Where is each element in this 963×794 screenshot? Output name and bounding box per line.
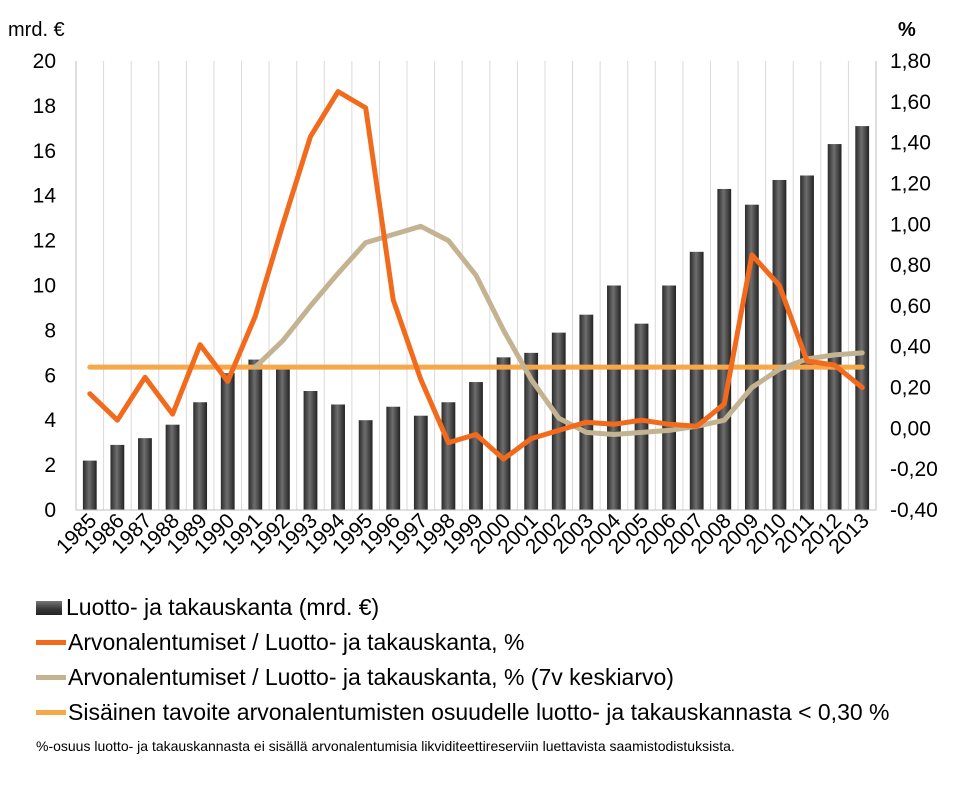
right-tick-label: 0,20 bbox=[890, 377, 931, 400]
legend-label-target: Sisäinen tavoite arvonalentumisten osuud… bbox=[68, 699, 890, 725]
line-series bbox=[87, 89, 865, 462]
right-axis-unit: % bbox=[898, 19, 916, 41]
bar-1989 bbox=[193, 402, 208, 510]
legend-item-target: Sisäinen tavoite arvonalentumisten osuud… bbox=[36, 695, 956, 730]
axes bbox=[75, 61, 877, 511]
left-tick-label: 14 bbox=[33, 185, 57, 208]
left-tick-label: 18 bbox=[33, 95, 56, 118]
footnote: %-osuus luotto- ja takauskannasta ei sis… bbox=[36, 738, 735, 754]
bar-2001 bbox=[524, 352, 539, 510]
bar-1985 bbox=[82, 460, 97, 510]
bar-2012 bbox=[827, 144, 842, 510]
bar-1997 bbox=[413, 415, 428, 510]
right-axis-ticks: -0,40 -0,20 0,00 0,20 0,40 0,60 0,80 1,00 1,20 1,… bbox=[890, 50, 938, 522]
right-tick-label: 0,00 bbox=[890, 417, 931, 440]
right-tick-label: 1,20 bbox=[890, 172, 931, 195]
left-tick-label: 10 bbox=[33, 275, 56, 298]
right-tick-label: 1,80 bbox=[890, 50, 931, 73]
bar-1994 bbox=[331, 404, 345, 510]
left-tick-label: 6 bbox=[44, 364, 56, 387]
left-axis-ticks: 0 2 4 6 8 10 12 14 16 18 20 bbox=[33, 50, 57, 522]
bar-series bbox=[82, 126, 870, 511]
legend-item-bars: Luotto- ja takauskanta (mrd. €) bbox=[36, 590, 956, 625]
bar-2006 bbox=[662, 285, 676, 510]
bar-2008 bbox=[717, 188, 732, 510]
left-tick-label: 12 bbox=[33, 230, 56, 253]
bar-1996 bbox=[386, 406, 401, 510]
legend-swatch-target bbox=[36, 710, 66, 715]
bar-2000 bbox=[496, 357, 511, 510]
legend-swatch-ratio bbox=[36, 640, 66, 645]
legend-swatch-average bbox=[36, 675, 66, 680]
bar-1998 bbox=[441, 402, 456, 510]
right-tick-label: -0,20 bbox=[890, 458, 938, 481]
line-ratio bbox=[87, 89, 865, 462]
left-axis-unit: mrd. € bbox=[8, 19, 65, 41]
left-tick-label: 16 bbox=[33, 140, 56, 163]
right-tick-label: 0,40 bbox=[890, 336, 931, 359]
bar-2010 bbox=[772, 179, 787, 511]
right-tick-label: -0,40 bbox=[890, 499, 938, 522]
legend-label-bars: Luotto- ja takauskanta (mrd. €) bbox=[66, 594, 380, 620]
bar-2004 bbox=[607, 285, 621, 510]
right-tick-label: 1,40 bbox=[890, 132, 931, 155]
legend-item-average: Arvonalentumiset / Luotto- ja takauskant… bbox=[36, 660, 956, 695]
right-tick-label: 0,80 bbox=[890, 254, 931, 277]
bar-1991 bbox=[248, 359, 263, 510]
right-tick-label: 1,60 bbox=[890, 91, 931, 114]
bar-1999 bbox=[469, 382, 483, 510]
line-seven-year-average bbox=[252, 223, 865, 437]
left-tick-label: 2 bbox=[44, 454, 56, 477]
x-axis-ticks: 1985198619871988198919901991199219931994… bbox=[52, 509, 874, 559]
legend-item-ratio: Arvonalentumiset / Luotto- ja takauskant… bbox=[36, 625, 956, 660]
left-tick-label: 8 bbox=[44, 319, 56, 342]
bar-1992 bbox=[276, 368, 290, 510]
bar-1988 bbox=[165, 424, 180, 510]
right-tick-label: 0,60 bbox=[890, 295, 931, 318]
gridlines bbox=[103, 61, 849, 510]
left-tick-label: 20 bbox=[33, 50, 56, 73]
left-tick-label: 0 bbox=[44, 499, 56, 522]
bar-1987 bbox=[138, 438, 152, 510]
bar-2005 bbox=[634, 323, 649, 510]
legend-label-average: Arvonalentumiset / Luotto- ja takauskant… bbox=[68, 664, 674, 690]
bar-1990 bbox=[220, 373, 235, 510]
right-tick-label: 1,00 bbox=[890, 213, 931, 236]
legend-swatch-bars bbox=[36, 600, 62, 615]
legend: Luotto- ja takauskanta (mrd. €) Arvonale… bbox=[36, 590, 956, 730]
left-tick-label: 4 bbox=[44, 409, 56, 432]
bar-2002 bbox=[551, 332, 566, 510]
legend-label-ratio: Arvonalentumiset / Luotto- ja takauskant… bbox=[68, 629, 525, 655]
bar-2007 bbox=[689, 251, 704, 510]
bar-2009 bbox=[744, 204, 759, 510]
bar-2011 bbox=[800, 175, 814, 510]
combo-chart: 0 2 4 6 8 10 12 14 16 18 20 -0,40 -0,20 0,00 0,20 0,40… bbox=[8, 19, 938, 559]
bar-1993 bbox=[303, 391, 318, 510]
bar-2003 bbox=[579, 314, 594, 510]
bar-1986 bbox=[110, 444, 125, 510]
bar-1995 bbox=[358, 420, 373, 510]
bar-2013 bbox=[855, 126, 870, 510]
